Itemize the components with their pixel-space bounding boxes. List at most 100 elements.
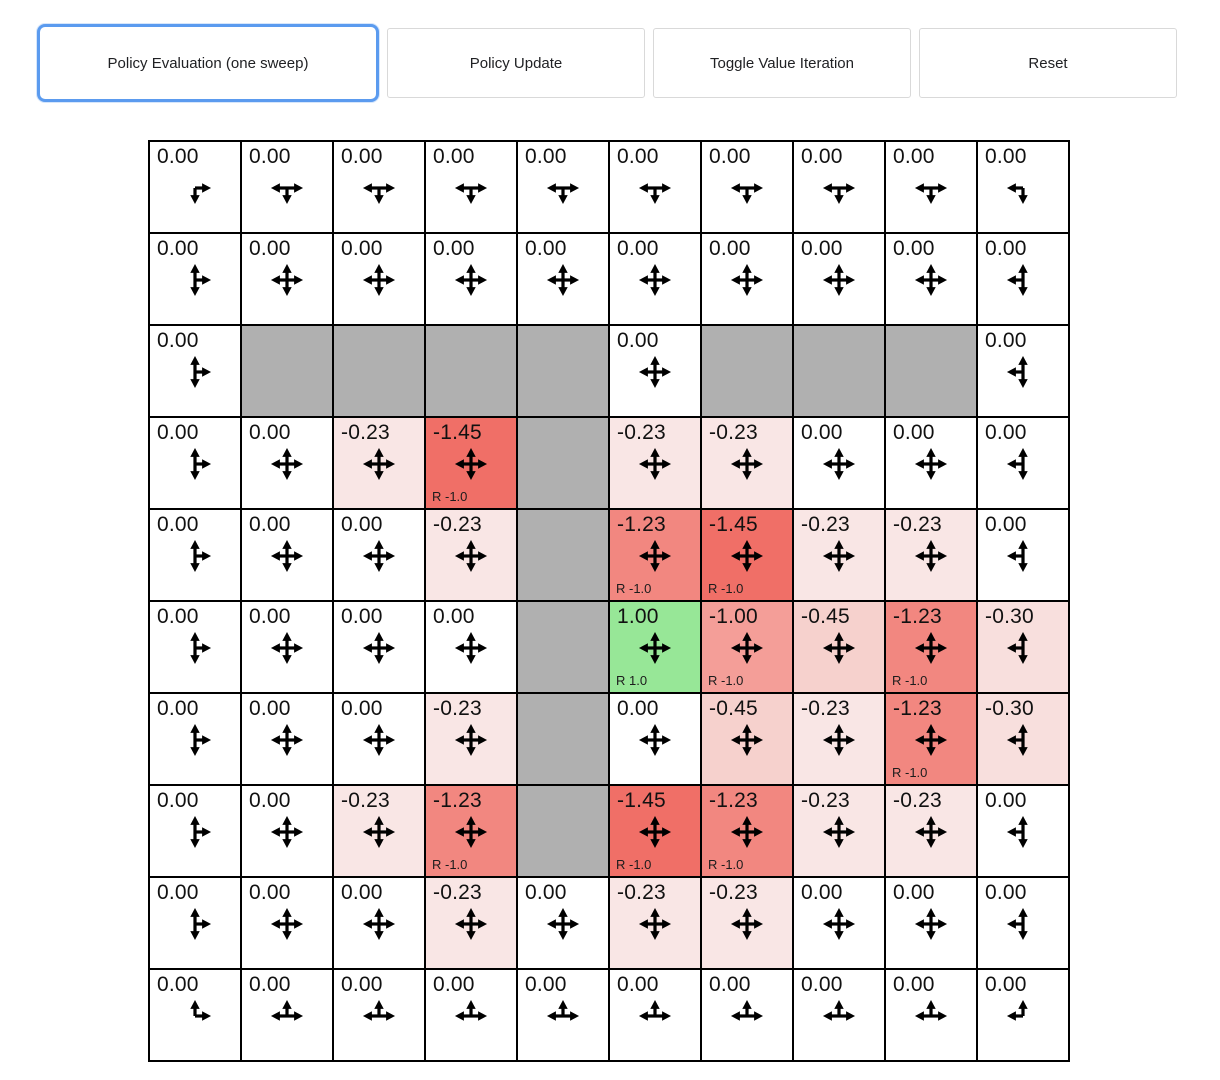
grid-cell[interactable]: 0.00 xyxy=(793,233,885,325)
grid-cell[interactable]: 0.00 xyxy=(333,693,425,785)
grid-cell[interactable]: 0.00 xyxy=(977,969,1069,1061)
grid-cell[interactable]: 0.00 xyxy=(885,969,977,1061)
grid-cell[interactable]: 0.00 xyxy=(425,601,517,693)
grid-cell[interactable]: 0.00 xyxy=(701,969,793,1061)
grid-cell[interactable]: 0.00 xyxy=(793,417,885,509)
grid-cell[interactable]: 0.00 xyxy=(425,969,517,1061)
grid-cell[interactable]: 0.00 xyxy=(241,601,333,693)
grid-cell[interactable]: 0.00 xyxy=(977,785,1069,877)
grid-cell[interactable]: 0.00 xyxy=(517,141,609,233)
grid-cell[interactable]: 1.00 R 1.0 xyxy=(609,601,701,693)
reset-button[interactable]: Reset xyxy=(919,28,1177,98)
grid-cell[interactable]: -0.30 xyxy=(977,693,1069,785)
wall-cell xyxy=(517,693,609,785)
grid-cell[interactable]: 0.00 xyxy=(701,141,793,233)
grid-cell[interactable]: -0.45 xyxy=(701,693,793,785)
policy-evaluation-button[interactable]: Policy Evaluation (one sweep) xyxy=(37,24,379,102)
grid-cell[interactable]: -0.23 xyxy=(885,785,977,877)
grid-cell[interactable]: -0.23 xyxy=(425,509,517,601)
grid-cell[interactable]: 0.00 xyxy=(977,233,1069,325)
grid-cell[interactable]: 0.00 xyxy=(793,969,885,1061)
grid-cell[interactable]: 0.00 xyxy=(885,877,977,969)
grid-cell[interactable]: 0.00 xyxy=(241,877,333,969)
grid-cell[interactable]: 0.00 xyxy=(609,693,701,785)
grid-cell[interactable]: 0.00 xyxy=(885,417,977,509)
state-value: 0.00 xyxy=(433,973,475,996)
grid-cell[interactable]: -1.00 R -1.0 xyxy=(701,601,793,693)
grid-cell[interactable]: 0.00 xyxy=(241,417,333,509)
grid-cell[interactable]: -0.23 xyxy=(333,417,425,509)
grid-cell[interactable]: -0.23 xyxy=(793,785,885,877)
grid-cell[interactable]: 0.00 xyxy=(609,141,701,233)
grid-cell[interactable]: 0.00 xyxy=(793,141,885,233)
grid-cell[interactable]: 0.00 xyxy=(241,693,333,785)
grid-cell[interactable]: -1.45 R -1.0 xyxy=(701,509,793,601)
grid-cell[interactable]: 0.00 xyxy=(149,601,241,693)
grid-cell[interactable]: 0.00 xyxy=(977,141,1069,233)
grid-cell[interactable]: 0.00 xyxy=(609,233,701,325)
grid-cell[interactable]: -0.23 xyxy=(425,693,517,785)
grid-cell[interactable]: 0.00 xyxy=(885,141,977,233)
grid-cell[interactable]: 0.00 xyxy=(149,693,241,785)
grid-cell[interactable]: 0.00 xyxy=(333,601,425,693)
grid-cell[interactable]: 0.00 xyxy=(241,233,333,325)
grid-cell[interactable]: 0.00 xyxy=(149,417,241,509)
grid-cell[interactable]: -1.23 R -1.0 xyxy=(701,785,793,877)
grid-cell[interactable]: 0.00 xyxy=(977,417,1069,509)
grid-cell[interactable]: 0.00 xyxy=(793,877,885,969)
grid-cell[interactable]: 0.00 xyxy=(241,969,333,1061)
grid-cell[interactable]: 0.00 xyxy=(701,233,793,325)
grid-cell[interactable]: 0.00 xyxy=(609,969,701,1061)
policy-arrow-icon xyxy=(190,447,212,481)
state-value: 0.00 xyxy=(157,237,199,260)
state-value: 0.00 xyxy=(893,881,935,904)
grid-cell[interactable]: 0.00 xyxy=(149,509,241,601)
grid-cell[interactable]: 0.00 xyxy=(425,141,517,233)
grid-cell[interactable]: -0.23 xyxy=(793,509,885,601)
grid-cell[interactable]: 0.00 xyxy=(333,233,425,325)
grid-cell[interactable]: -0.23 xyxy=(885,509,977,601)
grid-cell[interactable]: 0.00 xyxy=(149,141,241,233)
grid-cell[interactable]: 0.00 xyxy=(609,325,701,417)
grid-cell[interactable]: -1.23 R -1.0 xyxy=(885,601,977,693)
grid-cell[interactable]: 0.00 xyxy=(517,969,609,1061)
policy-arrow-icon xyxy=(362,447,396,481)
grid-cell[interactable]: -1.23 R -1.0 xyxy=(425,785,517,877)
grid-cell[interactable]: 0.00 xyxy=(149,877,241,969)
grid-cell[interactable]: -1.45 R -1.0 xyxy=(609,785,701,877)
grid-cell[interactable]: 0.00 xyxy=(333,969,425,1061)
grid-cell[interactable]: 0.00 xyxy=(149,233,241,325)
grid-cell[interactable]: -0.23 xyxy=(701,877,793,969)
grid-cell[interactable]: 0.00 xyxy=(333,141,425,233)
grid-cell[interactable]: 0.00 xyxy=(517,233,609,325)
grid-cell[interactable]: 0.00 xyxy=(333,509,425,601)
grid-cell[interactable]: 0.00 xyxy=(241,509,333,601)
grid-cell[interactable]: -0.23 xyxy=(609,417,701,509)
grid-cell[interactable]: -0.23 xyxy=(333,785,425,877)
grid-cell[interactable]: 0.00 xyxy=(149,969,241,1061)
policy-update-button[interactable]: Policy Update xyxy=(387,28,645,98)
grid-cell[interactable]: 0.00 xyxy=(333,877,425,969)
grid-cell[interactable]: 0.00 xyxy=(885,233,977,325)
grid-cell[interactable]: 0.00 xyxy=(149,325,241,417)
grid-cell[interactable]: 0.00 xyxy=(149,785,241,877)
grid-cell[interactable]: -0.23 xyxy=(701,417,793,509)
grid-cell[interactable]: -0.30 xyxy=(977,601,1069,693)
grid-cell[interactable]: -1.23 R -1.0 xyxy=(885,693,977,785)
grid-cell[interactable]: -0.23 xyxy=(793,693,885,785)
state-value: 0.00 xyxy=(985,881,1027,904)
grid-cell[interactable]: 0.00 xyxy=(241,785,333,877)
grid-cell[interactable]: 0.00 xyxy=(977,877,1069,969)
policy-arrow-icon xyxy=(546,999,580,1021)
grid-cell[interactable]: -0.23 xyxy=(425,877,517,969)
grid-cell[interactable]: -1.45 R -1.0 xyxy=(425,417,517,509)
toggle-value-iteration-button[interactable]: Toggle Value Iteration xyxy=(653,28,911,98)
grid-cell[interactable]: -1.23 R -1.0 xyxy=(609,509,701,601)
grid-cell[interactable]: -0.45 xyxy=(793,601,885,693)
grid-cell[interactable]: 0.00 xyxy=(977,325,1069,417)
grid-cell[interactable]: 0.00 xyxy=(425,233,517,325)
grid-cell[interactable]: -0.23 xyxy=(609,877,701,969)
grid-cell[interactable]: 0.00 xyxy=(977,509,1069,601)
grid-cell[interactable]: 0.00 xyxy=(241,141,333,233)
grid-cell[interactable]: 0.00 xyxy=(517,877,609,969)
